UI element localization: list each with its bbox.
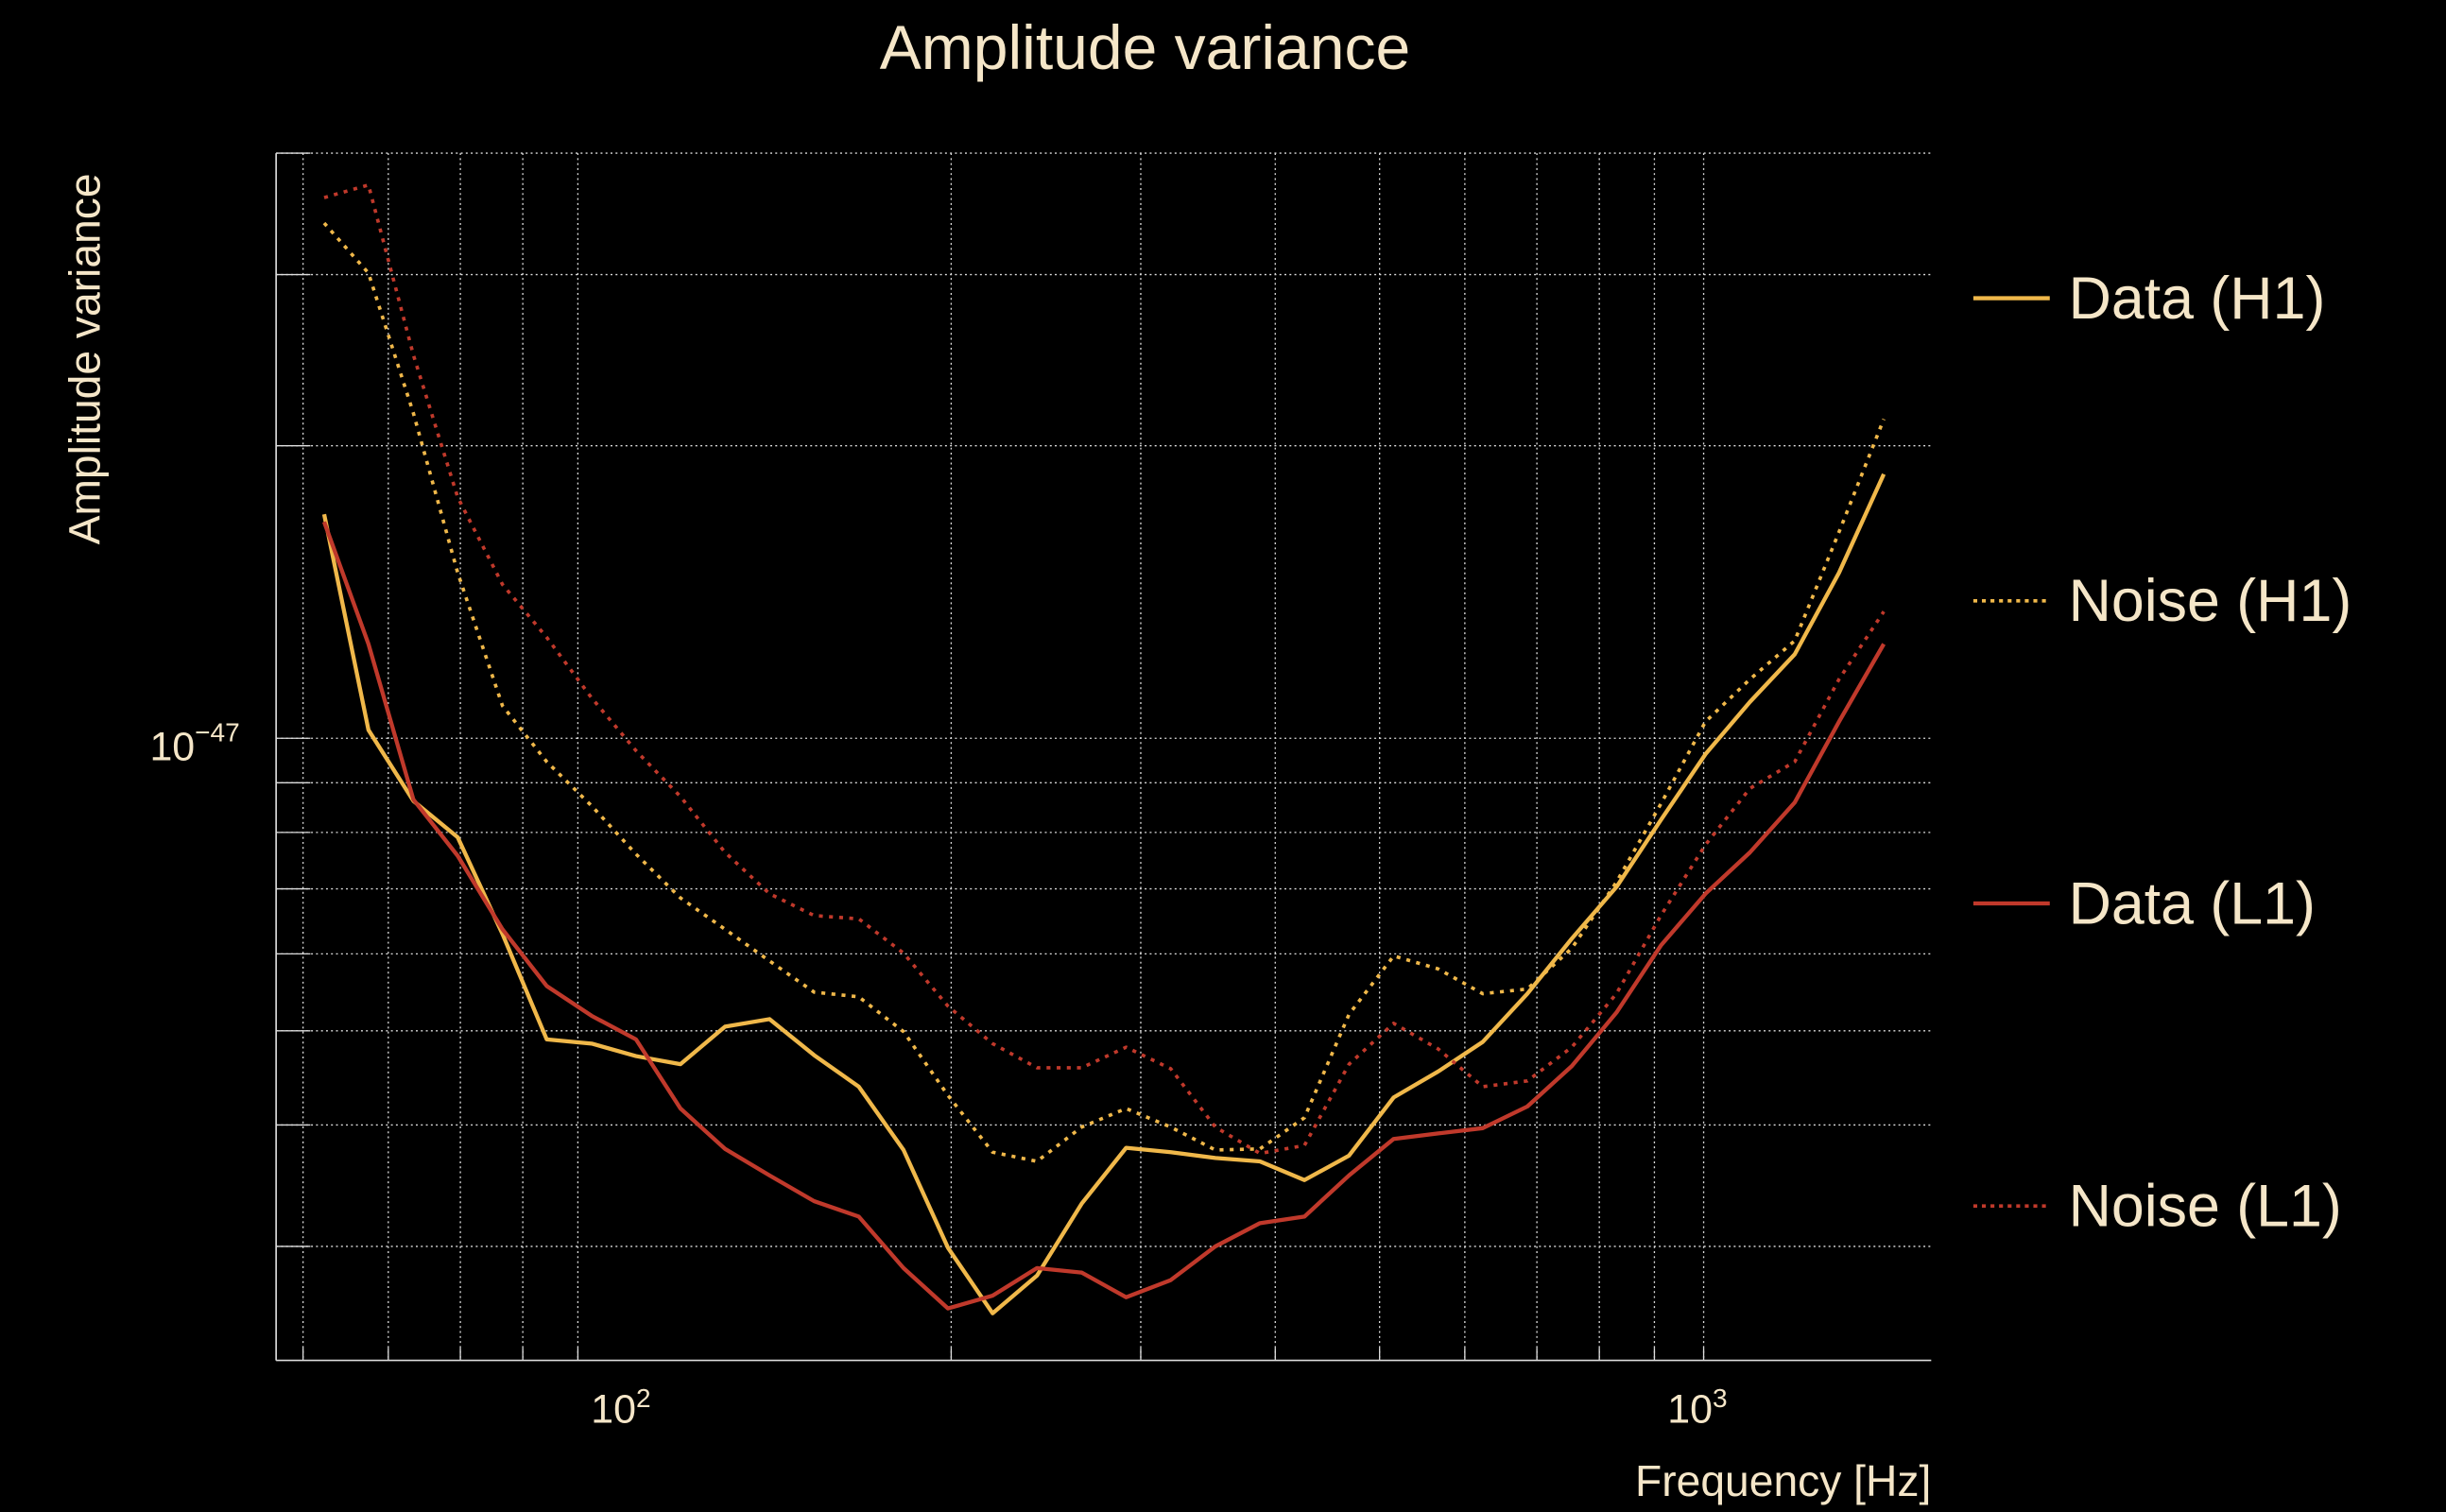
series-line-noise-l1 (323, 182, 1886, 1156)
y-tick-exponent: −47 (195, 718, 240, 747)
legend-label-data-l1: Data (L1) (2069, 870, 2316, 936)
chart-title: Amplitude variance (880, 12, 1410, 82)
x-tick-label: 103 (1667, 1383, 1727, 1433)
x-tick-base: 10 (1667, 1387, 1713, 1433)
legend-label-data-h1: Data (H1) (2069, 266, 2326, 332)
y-axis-label: Amplitude variance (60, 173, 110, 544)
x-tick-exponent: 2 (636, 1383, 651, 1413)
legend-label-noise-h1: Noise (H1) (2069, 568, 2352, 634)
x-tick-exponent: 3 (1713, 1383, 1728, 1413)
legend: Data (H1) Noise (H1) Data (L1) Noise (L1) (1972, 266, 2352, 1240)
axes (275, 152, 1932, 1362)
x-tick-base: 10 (591, 1387, 636, 1433)
series-line-noise-h1 (322, 221, 1886, 1163)
x-axis-label: Frequency [Hz] (1635, 1456, 1931, 1505)
x-tick-label: 102 (591, 1383, 650, 1433)
legend-label-noise-l1: Noise (L1) (2069, 1174, 2342, 1240)
y-tick-label: 10−47 (149, 718, 239, 770)
y-tick-base: 10 (149, 724, 195, 769)
series-line-data-h1 (321, 472, 1886, 1315)
series-group (321, 182, 1886, 1315)
series-line-data-l1 (321, 521, 1886, 1311)
grid (276, 152, 1932, 1361)
